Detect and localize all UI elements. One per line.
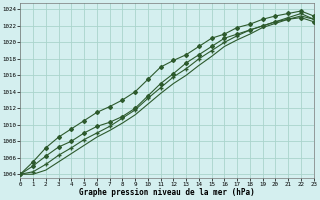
X-axis label: Graphe pression niveau de la mer (hPa): Graphe pression niveau de la mer (hPa)	[79, 188, 255, 197]
